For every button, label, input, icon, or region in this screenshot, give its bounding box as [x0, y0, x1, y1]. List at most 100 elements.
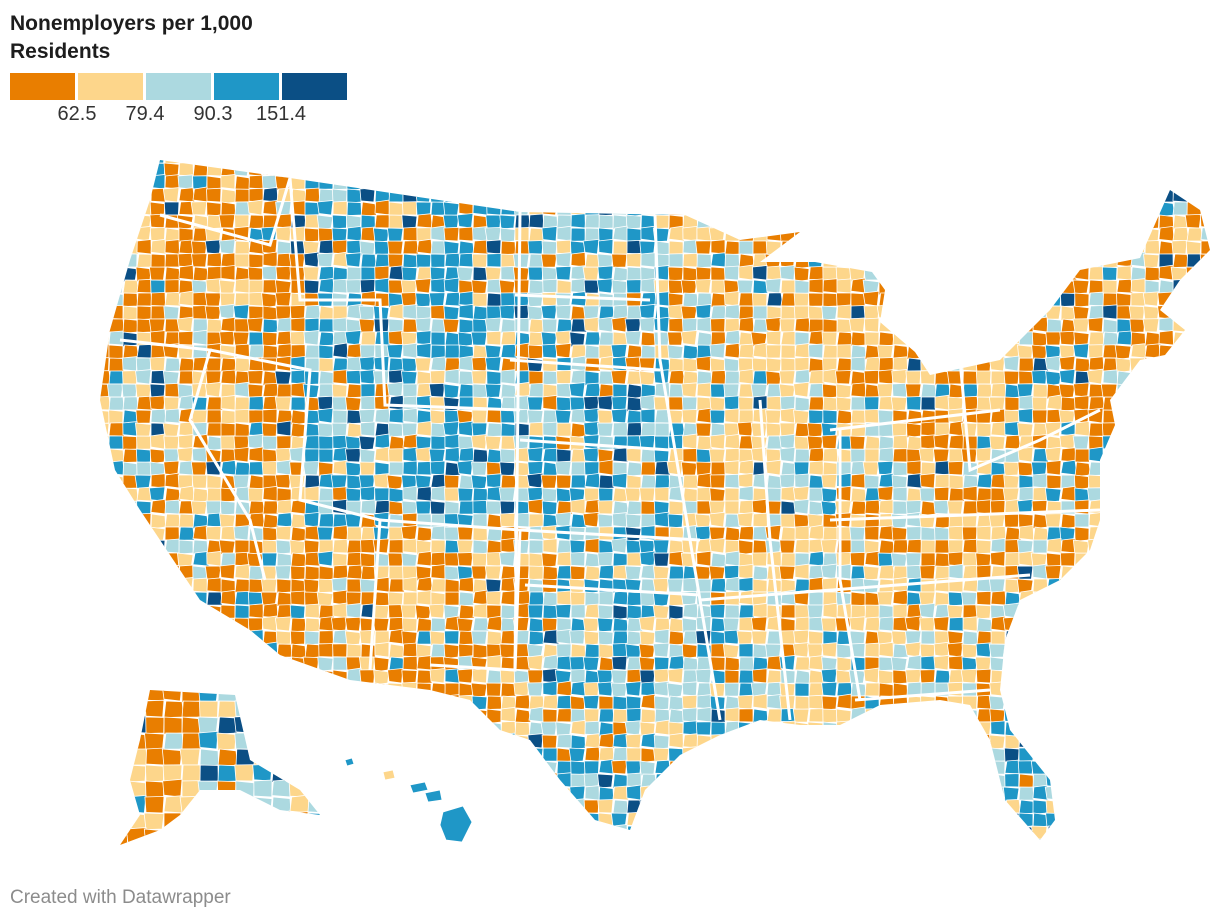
county-cell [108, 786, 125, 802]
county-cell [248, 396, 264, 411]
county-cell [752, 786, 769, 801]
county-cell [667, 344, 684, 361]
county-cell [1003, 669, 1020, 684]
county-cell [724, 370, 741, 385]
county-cell [100, 643, 110, 659]
county-cell [1060, 459, 1078, 476]
county-cell [569, 565, 586, 581]
county-cell [540, 721, 558, 736]
county-cell [1172, 187, 1189, 203]
county-cell [304, 591, 320, 606]
county-cell [1186, 253, 1203, 268]
county-cell [386, 227, 404, 242]
county-cell [738, 824, 755, 840]
county-cell [836, 357, 854, 373]
county-cell [1158, 591, 1174, 606]
county-cell [1130, 409, 1148, 426]
county-cell [989, 188, 1006, 203]
credit-line: Created with Datawrapper [10, 887, 231, 908]
alaska-county-cell [127, 690, 147, 703]
county-cell [1102, 747, 1118, 764]
county-cell [290, 344, 306, 359]
county-cell [262, 668, 279, 684]
county-cell [345, 487, 362, 503]
county-cell [878, 447, 895, 463]
county-cell [458, 291, 475, 307]
county-cell [122, 719, 139, 736]
county-cell [822, 292, 838, 308]
county-cell [1200, 188, 1210, 205]
county-cell [1200, 240, 1210, 255]
county-cell [710, 745, 727, 762]
hawaii-island-molokai [409, 781, 429, 794]
county-cell [472, 721, 489, 737]
county-cell [681, 317, 698, 333]
county-cell [274, 370, 292, 386]
county-cell [514, 721, 531, 737]
county-cell [458, 706, 475, 723]
county-cell [934, 473, 951, 489]
county-cell [1046, 474, 1062, 490]
alaska-county-cell [199, 764, 219, 782]
county-cell [528, 513, 544, 528]
county-cell [667, 279, 684, 295]
county-cell [346, 564, 364, 580]
county-cell [400, 370, 418, 386]
county-cell [486, 175, 503, 191]
county-cell [332, 720, 349, 736]
county-cell [528, 812, 545, 829]
county-cell [1018, 486, 1034, 502]
county-cell [582, 266, 600, 281]
county-cell [1073, 708, 1090, 723]
county-cell [946, 642, 964, 658]
county-cell [1058, 355, 1076, 372]
county-cell [458, 759, 476, 775]
county-cell [414, 357, 432, 372]
county-cell [989, 734, 1006, 750]
county-cell [724, 656, 741, 673]
county-cell [890, 836, 908, 840]
county-cell [1185, 564, 1202, 580]
county-cell [1115, 655, 1132, 671]
county-cell [1128, 175, 1146, 191]
county-cell [807, 604, 824, 619]
county-cell [612, 824, 628, 840]
county-cell [695, 668, 712, 684]
county-cell [751, 799, 768, 814]
county-cell [596, 422, 614, 437]
county-cell [1101, 266, 1118, 282]
county-cell [318, 799, 335, 815]
county-cell [178, 290, 195, 307]
county-cell [1172, 617, 1188, 633]
county-cell [766, 786, 783, 802]
county-cell [122, 630, 139, 645]
legend-bar [10, 73, 347, 100]
county-cell [276, 383, 293, 398]
county-cell [1130, 773, 1146, 790]
county-cell [1017, 408, 1034, 424]
county-cell [1045, 214, 1062, 230]
county-cell [387, 719, 404, 736]
county-cell [612, 785, 629, 801]
county-cell [1172, 331, 1190, 347]
county-cell [555, 487, 572, 504]
county-cell [877, 485, 894, 502]
county-cell [261, 292, 278, 309]
county-cell [332, 278, 349, 294]
county-cell [150, 577, 166, 593]
county-cell [962, 279, 980, 295]
county-cell [100, 409, 110, 425]
county-cell [234, 461, 252, 477]
alaska-county-cell [144, 795, 165, 814]
county-cell [1143, 422, 1160, 439]
county-cell [1032, 708, 1048, 724]
county-cell [878, 227, 895, 242]
county-cell [933, 654, 950, 671]
county-cell [248, 500, 266, 515]
county-cell [107, 643, 124, 658]
county-cell [527, 604, 544, 619]
county-cell [514, 734, 530, 750]
county-cell [976, 539, 992, 555]
county-cell [640, 408, 656, 424]
alaska-county-cell [120, 699, 129, 718]
